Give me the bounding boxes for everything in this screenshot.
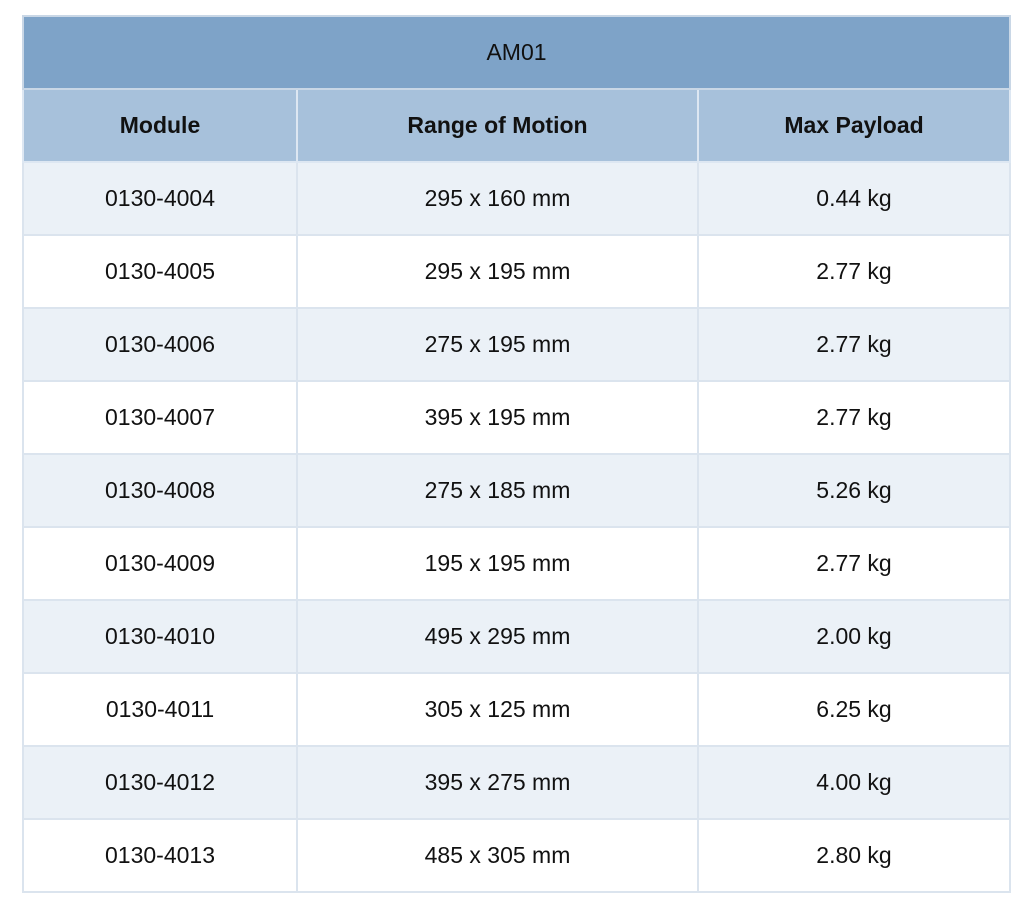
cell-range-of-motion: 275 x 195 mm [296,307,699,382]
table-row: 0130-4010 495 x 295 mm 2.00 kg [22,599,1012,674]
cell-max-payload: 4.00 kg [696,745,1012,820]
table-row: 0130-4007 395 x 195 mm 2.77 kg [22,380,1012,455]
cell-module: 0130-4009 [22,526,298,601]
cell-module: 0130-4004 [22,161,298,236]
table-row: 0130-4005 295 x 195 mm 2.77 kg [22,234,1012,309]
cell-range-of-motion: 395 x 275 mm [296,745,699,820]
cell-max-payload: 2.00 kg [696,599,1012,674]
table-row: 0130-4006 275 x 195 mm 2.77 kg [22,307,1012,382]
cell-range-of-motion: 195 x 195 mm [296,526,699,601]
cell-module: 0130-4011 [22,672,298,747]
cell-range-of-motion: 275 x 185 mm [296,453,699,528]
cell-max-payload: 2.77 kg [696,526,1012,601]
cell-module: 0130-4010 [22,599,298,674]
cell-range-of-motion: 305 x 125 mm [296,672,699,747]
table-row: 0130-4009 195 x 195 mm 2.77 kg [22,526,1012,601]
table-row: 0130-4013 485 x 305 mm 2.80 kg [22,818,1012,893]
cell-module: 0130-4006 [22,307,298,382]
cell-range-of-motion: 295 x 195 mm [296,234,699,309]
cell-max-payload: 2.77 kg [696,307,1012,382]
column-header-module: Module [22,88,298,163]
table-row: 0130-4011 305 x 125 mm 6.25 kg [22,672,1012,747]
cell-module: 0130-4012 [22,745,298,820]
table-title-row: AM01 [21,15,1012,90]
cell-max-payload: 0.44 kg [696,161,1012,236]
column-header-range-of-motion: Range of Motion [296,88,699,163]
cell-module: 0130-4005 [22,234,298,309]
table-row: 0130-4008 275 x 185 mm 5.26 kg [22,453,1012,528]
spec-table-container: AM01 Module Range of Motion Max Payload … [21,15,1012,893]
cell-range-of-motion: 485 x 305 mm [296,818,699,893]
table-row: 0130-4004 295 x 160 mm 0.44 kg [22,161,1012,236]
cell-max-payload: 6.25 kg [696,672,1012,747]
table-row: 0130-4012 395 x 275 mm 4.00 kg [22,745,1012,820]
cell-max-payload: 2.77 kg [696,234,1012,309]
cell-max-payload: 2.77 kg [696,380,1012,455]
cell-module: 0130-4013 [22,818,298,893]
cell-range-of-motion: 295 x 160 mm [296,161,699,236]
cell-max-payload: 2.80 kg [696,818,1012,893]
spec-table: AM01 Module Range of Motion Max Payload … [21,15,1012,893]
cell-module: 0130-4008 [22,453,298,528]
table-title: AM01 [21,15,1012,90]
column-header-max-payload: Max Payload [696,88,1012,163]
table-header-row: Module Range of Motion Max Payload [22,88,1012,163]
cell-module: 0130-4007 [22,380,298,455]
cell-max-payload: 5.26 kg [696,453,1012,528]
cell-range-of-motion: 495 x 295 mm [296,599,699,674]
cell-range-of-motion: 395 x 195 mm [296,380,699,455]
